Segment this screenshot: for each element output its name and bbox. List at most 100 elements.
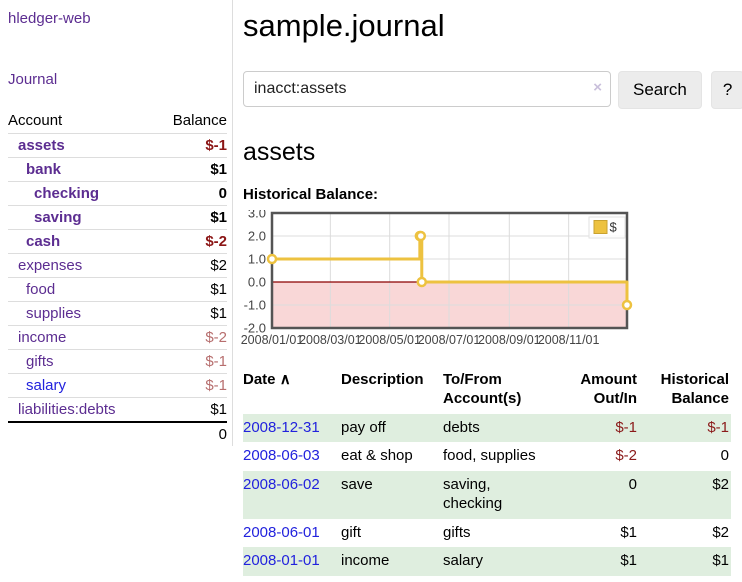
transaction-accounts: debts (443, 418, 480, 436)
account-row: expenses $2 (8, 253, 227, 278)
account-row: assets $-1 (8, 133, 227, 158)
account-balance-value: $-2 (153, 229, 227, 254)
transaction-description: pay off (341, 418, 386, 436)
account-balance-value: $2 (153, 253, 227, 278)
account-link[interactable]: food (26, 281, 56, 298)
balance-total-row: 0 (8, 421, 227, 446)
historical-balance-chart: $3.0 2.0 1.0 0.0 -1.0 -2.0 2008/01/01 2008/03/0… (236, 206, 742, 356)
balance-column-header-main: Historical Balance (660, 371, 729, 407)
transaction-balance: 0 (720, 447, 729, 465)
sidebar: hledger-web Journal Account Balance asse… (0, 0, 233, 446)
x-axis-tick-label: 2008/07/01 (418, 333, 481, 347)
transaction-accounts: salary (443, 552, 484, 570)
transaction-date-link[interactable]: 2008-01-01 (243, 552, 320, 570)
account-row: cash $-2 (8, 229, 227, 254)
account-link[interactable]: bank (26, 161, 62, 178)
main-content: sample.journal × Search ? assets Histori… (233, 0, 742, 576)
transaction-row: 2008-06-03 eat & shop food, supplies $-2 0 (243, 442, 731, 471)
transaction-row: 2008-12-31 pay off debts $-1 $-1 (243, 413, 731, 443)
transaction-date-link[interactable]: 2008-06-02 (243, 476, 320, 493)
account-balance-value: 0 (153, 181, 227, 206)
transaction-description: eat & shop (341, 447, 413, 465)
account-row: gifts $-1 (8, 349, 227, 374)
transaction-accounts: gifts (443, 523, 471, 541)
amount-column-header: Amount Out/In (580, 371, 637, 407)
register-header-row: Date ∧ Description To/From Account(s) Am… (243, 369, 731, 414)
balance-column-header: Balance (172, 112, 227, 129)
brand-link[interactable]: hledger-web (8, 10, 91, 27)
account-row: checking 0 (8, 181, 227, 206)
account-row: food $1 (8, 277, 227, 302)
transaction-balance: $-1 (707, 418, 729, 436)
account-row: liabilities:debts $1 (8, 397, 227, 422)
help-button[interactable]: ? (710, 71, 742, 109)
balance-total-value: 0 (153, 421, 227, 446)
account-balance-table: Account Balance assets $-1 bank $1 checking 0… (8, 108, 227, 446)
account-balance-value: $-1 (153, 349, 227, 374)
transaction-balance: $1 (712, 552, 729, 570)
y-axis-tick-label: 3.0 (248, 210, 266, 221)
account-balance-value: $1 (153, 397, 227, 422)
account-link[interactable]: income (18, 329, 67, 346)
x-axis-tick-label: 2008/03/01 (299, 333, 362, 347)
data-point-marker (415, 230, 427, 242)
transaction-date-link[interactable]: 2008-06-01 (243, 523, 320, 541)
account-link[interactable]: expenses (18, 257, 83, 274)
sidebar-item-journal[interactable]: Journal (8, 71, 58, 88)
y-axis-tick-label: 2.0 (248, 229, 266, 244)
clear-search-icon[interactable]: × (593, 79, 602, 96)
page-title: sample.journal (243, 8, 445, 43)
legend-swatch-icon (593, 220, 608, 234)
account-row: saving $1 (8, 205, 227, 230)
transaction-accounts: food, supplies (443, 447, 536, 465)
y-axis-tick-label: 0.0 (248, 275, 266, 290)
x-axis-tick-label: 2008/05/01 (358, 333, 421, 347)
x-axis-tick-label: 2008/01/01 (241, 333, 304, 347)
transaction-date-link[interactable]: 2008-12-31 (243, 418, 320, 436)
account-link[interactable]: checking (34, 185, 100, 202)
accounts-column-header: To/From Account(s) (443, 371, 522, 407)
transaction-amount: 0 (628, 476, 637, 493)
transaction-balance: $2 (712, 476, 729, 493)
data-point-marker (266, 253, 278, 265)
sort-ascending-icon: ∧ (279, 371, 291, 388)
description-column-header: Description (341, 371, 424, 388)
transaction-row: 2008-01-01 income salary $1 $1 (243, 547, 731, 576)
account-row: supplies $1 (8, 301, 227, 326)
account-link[interactable]: supplies (26, 305, 82, 322)
account-column-header: Account (8, 112, 63, 129)
account-balance-value: $-1 (153, 133, 227, 158)
account-row: income $-2 (8, 325, 227, 350)
search-input[interactable] (243, 71, 611, 107)
account-table-header: Account Balance (8, 108, 227, 134)
transaction-amount: $1 (620, 552, 637, 570)
date-column-header[interactable]: Date ∧ (243, 371, 291, 388)
account-row: salary $-1 (8, 373, 227, 398)
svg-text:$: $ (610, 220, 618, 235)
search-button[interactable]: Search (618, 71, 702, 109)
account-balance-value: $1 (153, 157, 227, 182)
search-input-wrap: × (243, 71, 611, 109)
y-axis-tick-label: -1.0 (244, 298, 266, 313)
account-heading: assets (243, 138, 316, 166)
account-balance-value: $1 (153, 205, 227, 230)
account-link[interactable]: liabilities:debts (18, 401, 116, 418)
transaction-description: save (341, 476, 373, 493)
transaction-date-link[interactable]: 2008-06-03 (243, 447, 320, 465)
data-point-marker (416, 276, 428, 288)
account-link[interactable]: cash (26, 233, 61, 250)
x-axis-tick-label: 2008/09/01 (478, 333, 541, 347)
chart-label: Historical Balance: (243, 186, 379, 203)
transaction-amount: $1 (620, 523, 637, 541)
account-balance-value: $-1 (153, 373, 227, 398)
account-link[interactable]: salary (26, 377, 67, 394)
chart-canvas: $3.0 2.0 1.0 0.0 -1.0 -2.02008/01/012008/03/0… (241, 206, 633, 347)
account-row: bank $1 (8, 157, 227, 182)
y-axis-tick-label: -2.0 (244, 321, 266, 336)
register-table: Date ∧ Description To/From Account(s) Am… (243, 369, 731, 576)
account-link[interactable]: gifts (26, 353, 54, 370)
account-link[interactable]: saving (34, 209, 82, 226)
transaction-description: income (341, 552, 390, 570)
account-link[interactable]: assets (18, 137, 65, 154)
transaction-balance: $2 (712, 523, 729, 541)
